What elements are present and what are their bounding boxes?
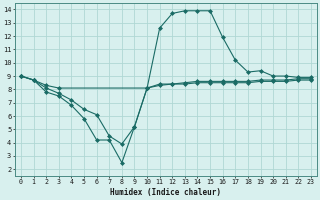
X-axis label: Humidex (Indice chaleur): Humidex (Indice chaleur)	[110, 188, 221, 197]
